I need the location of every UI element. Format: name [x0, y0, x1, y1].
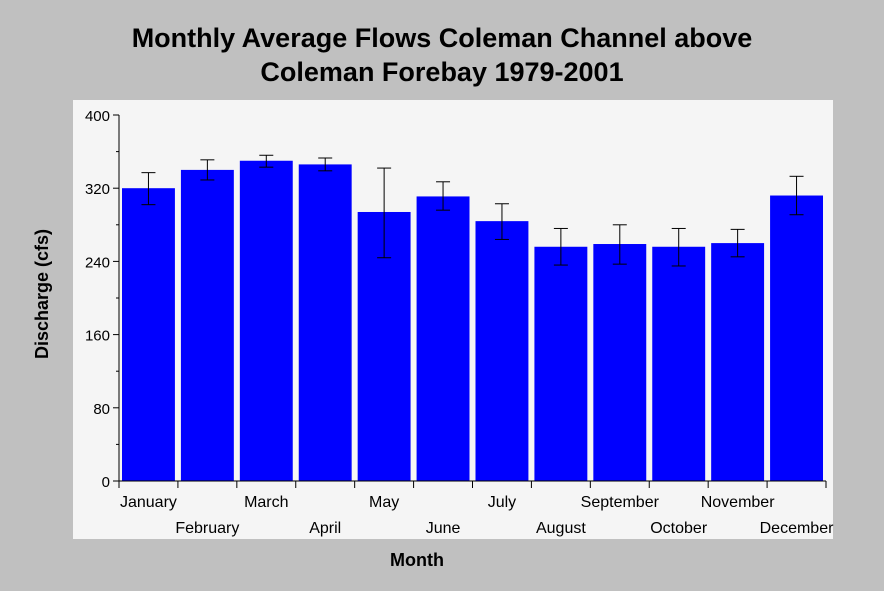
y-tick-label: 160 [85, 328, 110, 345]
x-tick-label: August [536, 520, 586, 537]
error-bar [671, 227, 686, 267]
x-tick-label: July [488, 494, 516, 511]
bar [180, 169, 234, 481]
bar [652, 246, 706, 481]
x-tick-label: October [650, 520, 708, 537]
x-tick-label: December [760, 520, 834, 537]
x-tick-label: February [175, 520, 239, 537]
x-tick-label: January [120, 494, 177, 511]
x-tick-label: June [426, 520, 461, 537]
error-bar [789, 175, 804, 216]
x-tick-label: November [701, 494, 775, 511]
bar [534, 246, 588, 481]
error-bar [259, 154, 274, 168]
y-tick-label: 240 [85, 254, 110, 271]
error-bar [318, 157, 333, 172]
y-axis-label: Discharge (cfs) [32, 229, 52, 359]
bar [711, 243, 765, 481]
error-bar [200, 159, 215, 181]
y-tick-label: 80 [93, 401, 110, 418]
bar [416, 196, 470, 481]
axes-layer: 0 80 160 240 320 400 January February March April… [85, 108, 834, 537]
bar [239, 160, 293, 481]
x-tick-label: May [369, 494, 399, 511]
bar [770, 195, 823, 481]
bar [593, 244, 647, 481]
error-bar [377, 167, 392, 259]
bar [475, 221, 529, 481]
chart-title-line-2: Coleman Forebay 1979-2001 [260, 57, 623, 87]
error-bar [730, 228, 745, 258]
chart-title-line-1: Monthly Average Flows Coleman Channel ab… [132, 23, 753, 53]
x-axis-label: Month [390, 550, 444, 570]
error-bar [612, 224, 627, 265]
error-bar [494, 203, 509, 240]
error-bar [436, 181, 451, 211]
bar [298, 164, 352, 481]
error-bar [141, 172, 156, 206]
x-tick-label: April [309, 520, 341, 537]
bars-layer [122, 160, 823, 482]
x-tick-label: March [244, 494, 288, 511]
error-bar [553, 227, 568, 266]
x-tick-label: September [581, 494, 660, 511]
error-bars-layer [141, 154, 804, 267]
y-tick-label: 320 [85, 181, 110, 198]
y-tick-label: 0 [102, 474, 110, 491]
bar [122, 188, 175, 481]
y-tick-label: 400 [85, 108, 110, 125]
